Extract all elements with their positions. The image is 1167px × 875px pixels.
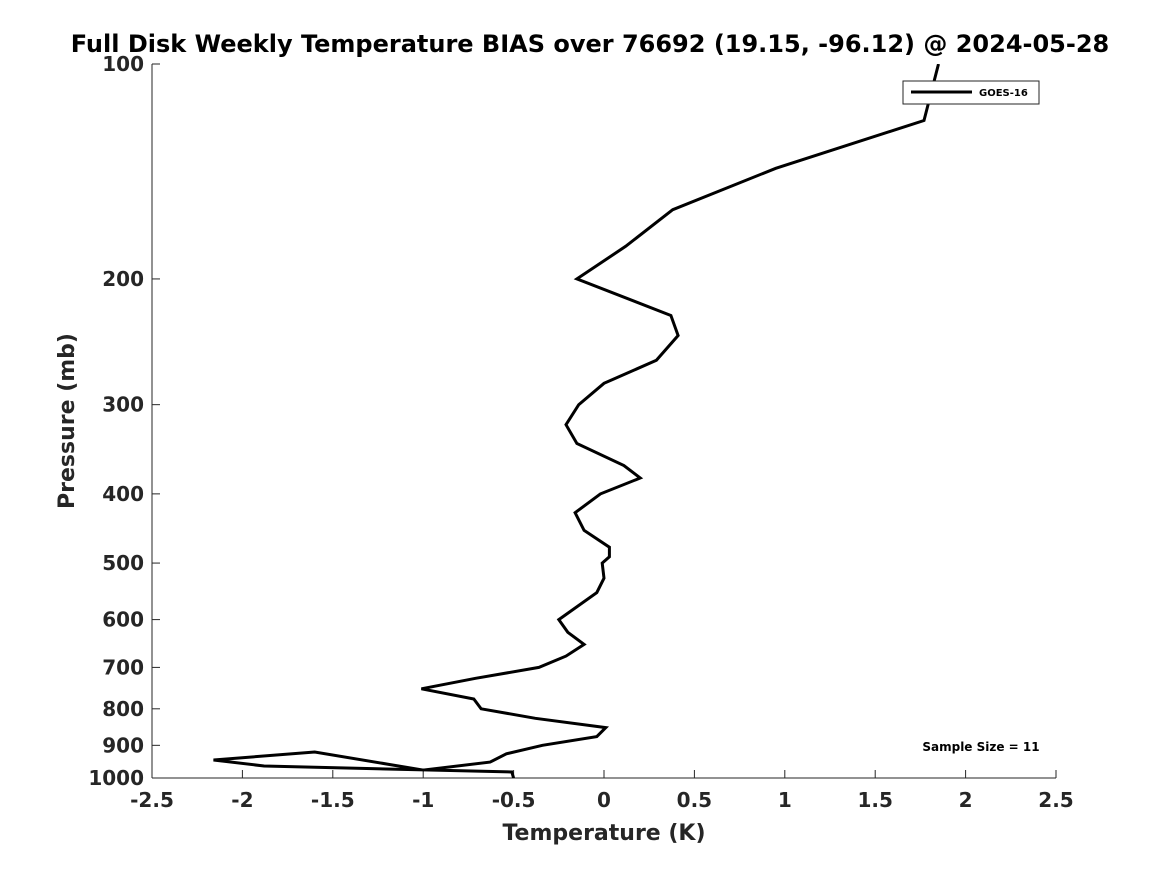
x-axis-ticks: -2.5 -2 -1.5 -1 -0.5 0 0.5 1 1.5 2 2.5 — [130, 770, 1074, 812]
legend-label: GOES-16 — [979, 88, 1028, 99]
y-tick-label: 100 — [102, 52, 144, 76]
y-axis-label: Pressure (mb) — [55, 333, 80, 509]
x-tick-label: 2 — [959, 788, 973, 812]
x-tick-label: 1 — [778, 788, 792, 812]
x-tick-label: 2.5 — [1038, 788, 1073, 812]
y-tick-label: 300 — [102, 393, 144, 417]
y-tick-label: 500 — [102, 551, 144, 575]
y-tick-label: 800 — [102, 697, 144, 721]
y-axis-ticks: 100 200 300 400 500 600 700 800 900 1000 — [88, 52, 160, 790]
x-tick-label: -0.5 — [492, 788, 536, 812]
y-tick-label: 700 — [102, 655, 144, 679]
y-tick-label: 200 — [102, 267, 144, 291]
x-axis-label: Temperature (K) — [502, 821, 705, 846]
x-tick-label: -1 — [412, 788, 434, 812]
y-tick-label: 600 — [102, 608, 144, 632]
x-tick-label: -1.5 — [311, 788, 355, 812]
x-tick-label: -2 — [231, 788, 253, 812]
series-layer — [213, 64, 940, 778]
y-tick-label: 900 — [102, 733, 144, 757]
chart-title: Full Disk Weekly Temperature BIAS over 7… — [71, 30, 1110, 58]
x-tick-label: 0.5 — [677, 788, 712, 812]
x-tick-label: -2.5 — [130, 788, 174, 812]
x-tick-label: 0 — [597, 788, 611, 812]
sample-size-annotation: Sample Size = 11 — [922, 740, 1039, 754]
x-tick-label: 1.5 — [857, 788, 892, 812]
y-tick-label: 400 — [102, 482, 144, 506]
series-line-0 — [213, 64, 940, 778]
legend: GOES-16 — [902, 80, 1040, 105]
y-tick-label: 1000 — [88, 766, 144, 790]
